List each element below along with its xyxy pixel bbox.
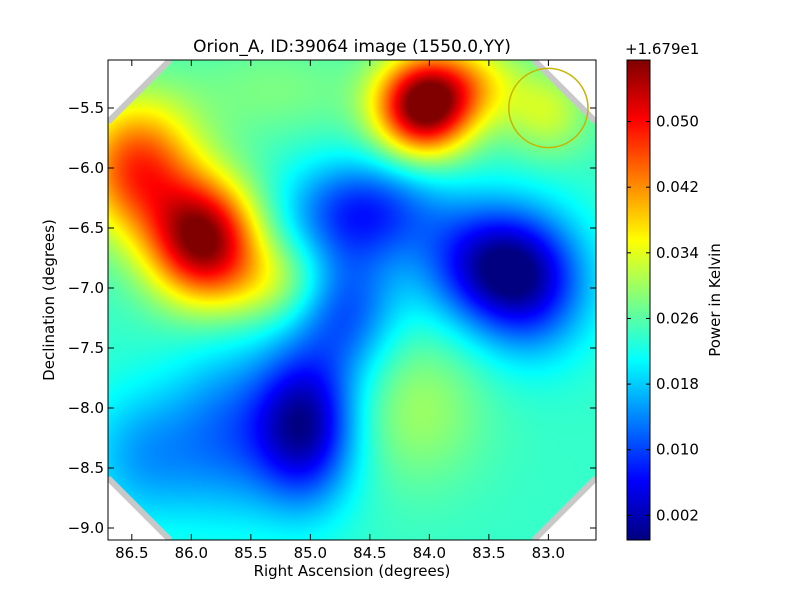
y-tick-label: −6.0	[68, 159, 104, 177]
heatmap-raster	[108, 60, 596, 540]
colorbar-tick-label: 0.010	[656, 441, 699, 459]
x-axis-label: Right Ascension (degrees)	[254, 562, 451, 580]
x-tick-label: 84.5	[353, 544, 386, 562]
colorbar-offset-label: +1.679e1	[625, 40, 699, 58]
colorbar: 0.002 0.010 0.018 0.026 0.034 0.042 0.050 +1.6…	[625, 40, 724, 541]
x-tick-label: 85.5	[234, 544, 267, 562]
colorbar-tick-label: 0.042	[656, 178, 699, 196]
colorbar-gradient	[626, 59, 651, 541]
y-axis-label: Declination (degrees)	[40, 219, 58, 381]
y-axis: −5.5 −6.0 −6.5 −7.0 −7.5 −8.0 −8.5 −9.0	[68, 99, 596, 537]
y-tick-label: −6.5	[68, 219, 104, 237]
colorbar-tick-label: 0.018	[656, 375, 699, 393]
y-tick-label: −8.0	[68, 399, 104, 417]
corner-masks	[108, 60, 596, 540]
x-axis: 86.5 86.0 85.5 85.0 84.5 84.0 83.5 83.0	[115, 60, 565, 562]
plot-frame	[107, 59, 597, 541]
x-tick-label: 84.0	[413, 544, 446, 562]
y-tick-label: −8.5	[68, 459, 104, 477]
corner-mask-bottom-right-edge	[531, 475, 596, 540]
x-tick-label: 83.5	[472, 544, 505, 562]
y-tick-label: −7.0	[68, 279, 104, 297]
colorbar-tick-label: 0.050	[656, 113, 699, 131]
x-tick-label: 83.0	[532, 544, 565, 562]
annotation-circle	[508, 67, 589, 149]
x-tick-label: 86.0	[175, 544, 208, 562]
colorbar-label: Power in Kelvin	[706, 243, 724, 357]
corner-mask-bottom-left-edge	[108, 475, 173, 540]
colorbar-tick-label: 0.026	[656, 309, 699, 327]
colorbar-tick-label: 0.034	[656, 244, 699, 262]
annotation-layer	[508, 67, 589, 149]
chart-title: Orion_A, ID:39064 image (1550.0,YY)	[193, 37, 511, 57]
corner-mask-top-left-edge	[108, 60, 173, 125]
y-tick-label: −9.0	[68, 519, 104, 537]
colorbar-ticks: 0.002 0.010 0.018 0.026 0.034 0.042 0.050	[627, 113, 699, 524]
x-tick-label: 85.0	[294, 544, 327, 562]
corner-mask-top-right-edge	[531, 60, 596, 125]
y-tick-label: −5.5	[68, 99, 104, 117]
x-tick-label: 86.5	[115, 544, 148, 562]
heatmap-image	[108, 60, 596, 540]
colorbar-tick-label: 0.002	[656, 506, 699, 524]
y-tick-label: −7.5	[68, 339, 104, 357]
